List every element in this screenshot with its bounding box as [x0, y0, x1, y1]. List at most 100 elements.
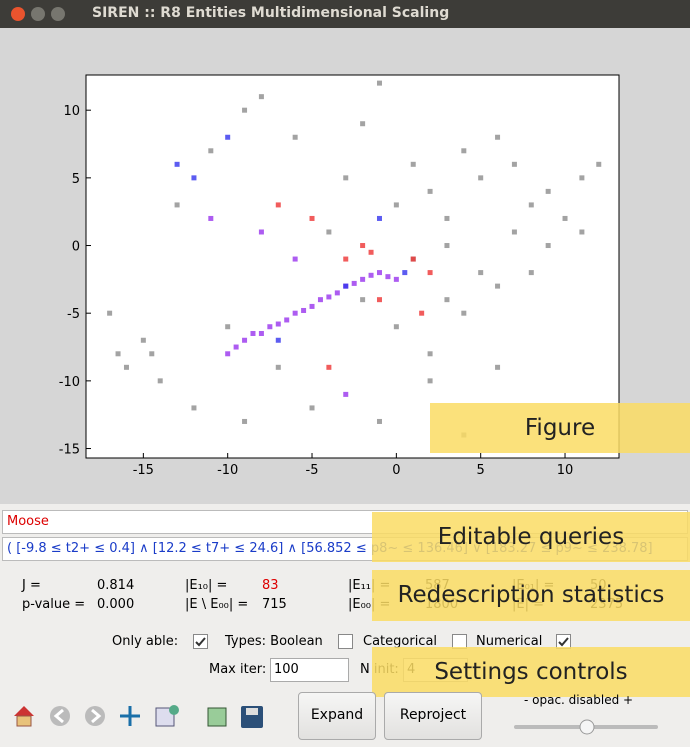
maximize-button[interactable]: [51, 7, 65, 21]
scatter-plot: -15 -10 -5 0 5 10 -15 -10 -5 0 5 10: [59, 74, 620, 478]
point: [343, 175, 349, 181]
point: [242, 337, 248, 343]
point: [326, 364, 332, 370]
point: [326, 229, 332, 235]
home-icon[interactable]: [14, 706, 34, 727]
overlay-label: Editable queries: [372, 512, 690, 562]
point: [351, 280, 357, 286]
point: [242, 107, 248, 113]
point: [149, 351, 155, 357]
point: [495, 364, 501, 370]
stat-value: 0.814: [97, 578, 135, 593]
point: [115, 351, 121, 357]
point: [242, 418, 248, 424]
back-icon[interactable]: [50, 706, 70, 726]
checkbox[interactable]: [338, 634, 353, 649]
y-tick-label: 0: [72, 240, 80, 255]
setting-label: Types: Boolean: [225, 634, 323, 649]
checkbox[interactable]: [193, 634, 208, 649]
point: [174, 161, 180, 167]
point: [368, 249, 374, 255]
expand-button[interactable]: Expand: [298, 692, 376, 740]
zoom-icon[interactable]: [155, 705, 179, 727]
point: [292, 134, 298, 140]
point: [495, 283, 501, 289]
point: [562, 215, 568, 221]
point: [326, 294, 332, 300]
point: [309, 215, 315, 221]
stat-label: p-value =: [22, 597, 86, 612]
point: [376, 215, 382, 221]
point: [317, 297, 323, 303]
overlay-label: Redescription statistics: [372, 570, 690, 621]
point: [191, 175, 197, 181]
point: [495, 134, 501, 140]
overlay-label: Settings controls: [372, 647, 690, 697]
window-title: SIREN :: R8 Entities Multidimensional Sc…: [92, 5, 450, 21]
point: [123, 364, 129, 370]
forward-icon[interactable]: [85, 706, 105, 726]
point: [545, 243, 551, 249]
point: [427, 378, 433, 384]
setting-label: Numerical: [476, 634, 543, 649]
point: [225, 351, 231, 357]
point: [258, 330, 264, 336]
plot-area: [86, 75, 619, 458]
close-button[interactable]: [11, 7, 25, 21]
point: [368, 272, 374, 278]
point: [191, 405, 197, 411]
point: [107, 310, 113, 316]
point: [360, 297, 366, 303]
checkbox[interactable]: [556, 634, 571, 649]
pan-icon[interactable]: [120, 706, 140, 726]
point: [360, 276, 366, 282]
point: [596, 161, 602, 167]
reproject-button[interactable]: Reproject: [384, 692, 482, 740]
x-tick-label: -5: [306, 463, 319, 478]
point: [157, 378, 163, 384]
y-tick-label: -15: [59, 443, 80, 458]
point: [258, 94, 264, 100]
x-tick-label: 5: [477, 463, 485, 478]
point: [225, 134, 231, 140]
point: [393, 276, 399, 282]
point: [419, 310, 425, 316]
point: [579, 229, 585, 235]
save-icon[interactable]: [241, 706, 263, 728]
setting-label: Categorical: [363, 634, 438, 649]
point: [360, 121, 366, 127]
point: [478, 270, 484, 276]
point: [579, 175, 585, 181]
point: [301, 307, 307, 313]
point: [393, 202, 399, 208]
point: [511, 161, 517, 167]
point: [267, 324, 273, 330]
opacity-slider[interactable]: [512, 715, 662, 739]
point: [343, 256, 349, 262]
stat-value: 715: [262, 597, 287, 612]
point: [461, 148, 467, 154]
max-iter-input[interactable]: 100: [270, 658, 349, 682]
point: [275, 202, 281, 208]
y-tick-label: -5: [67, 307, 80, 322]
point: [292, 310, 298, 316]
x-tick-label: -10: [217, 463, 238, 478]
minimize-button[interactable]: [31, 7, 45, 21]
point: [309, 303, 315, 309]
y-tick-label: 5: [72, 172, 80, 187]
subplots-icon[interactable]: [207, 707, 227, 727]
point: [376, 297, 382, 303]
stat-label: |E₁₀| =: [185, 578, 228, 593]
point: [208, 215, 214, 221]
x-tick-label: 10: [557, 463, 574, 478]
point: [275, 364, 281, 370]
point: [410, 161, 416, 167]
point: [360, 243, 366, 249]
point: [402, 270, 408, 276]
toolbar: [14, 705, 263, 728]
point: [444, 297, 450, 303]
x-tick-label: -15: [133, 463, 154, 478]
setting-label: Max iter:: [209, 662, 267, 677]
stat-value: 0.000: [97, 597, 135, 612]
